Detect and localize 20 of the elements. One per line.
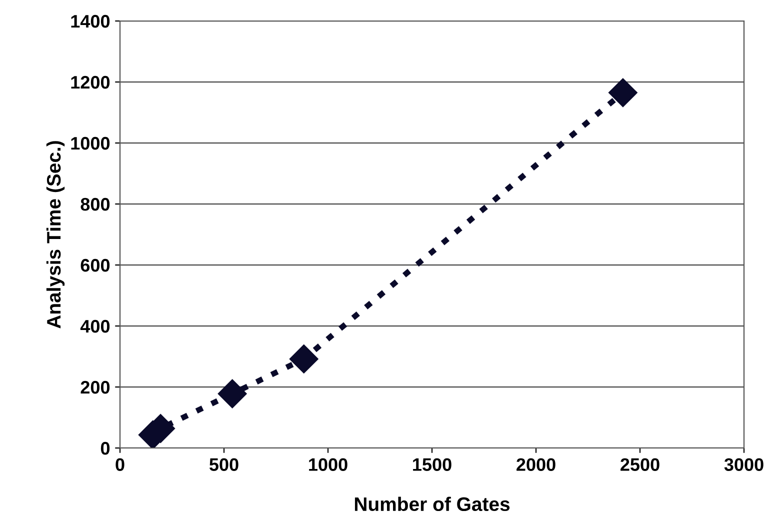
x-axis-title: Number of Gates xyxy=(354,496,510,512)
y-tick-label: 800 xyxy=(80,198,110,211)
x-tick-label: 3000 xyxy=(724,458,764,472)
point xyxy=(218,379,247,408)
y-tick-label: 600 xyxy=(80,258,110,272)
y-tick-label: 1400 xyxy=(71,14,110,28)
y-tick-label: 400 xyxy=(80,320,110,333)
x-tick-label: 1000 xyxy=(309,458,348,471)
y-tick-label: 1000 xyxy=(71,136,110,150)
y-axis-title: Analysis Time (Sec.) xyxy=(46,141,65,328)
x-tick-label: 2500 xyxy=(620,458,660,471)
x-tick-label: 1500 xyxy=(413,458,452,471)
y-tick-label: 0 xyxy=(100,442,110,455)
y-tick-label: 200 xyxy=(80,380,110,394)
point xyxy=(608,78,638,108)
x-tick-label: 0 xyxy=(116,458,124,471)
x-tick-label: 2000 xyxy=(516,458,556,471)
point xyxy=(289,344,318,374)
x-tick-label: 500 xyxy=(209,458,238,471)
y-tick-label: 1200 xyxy=(71,76,110,89)
